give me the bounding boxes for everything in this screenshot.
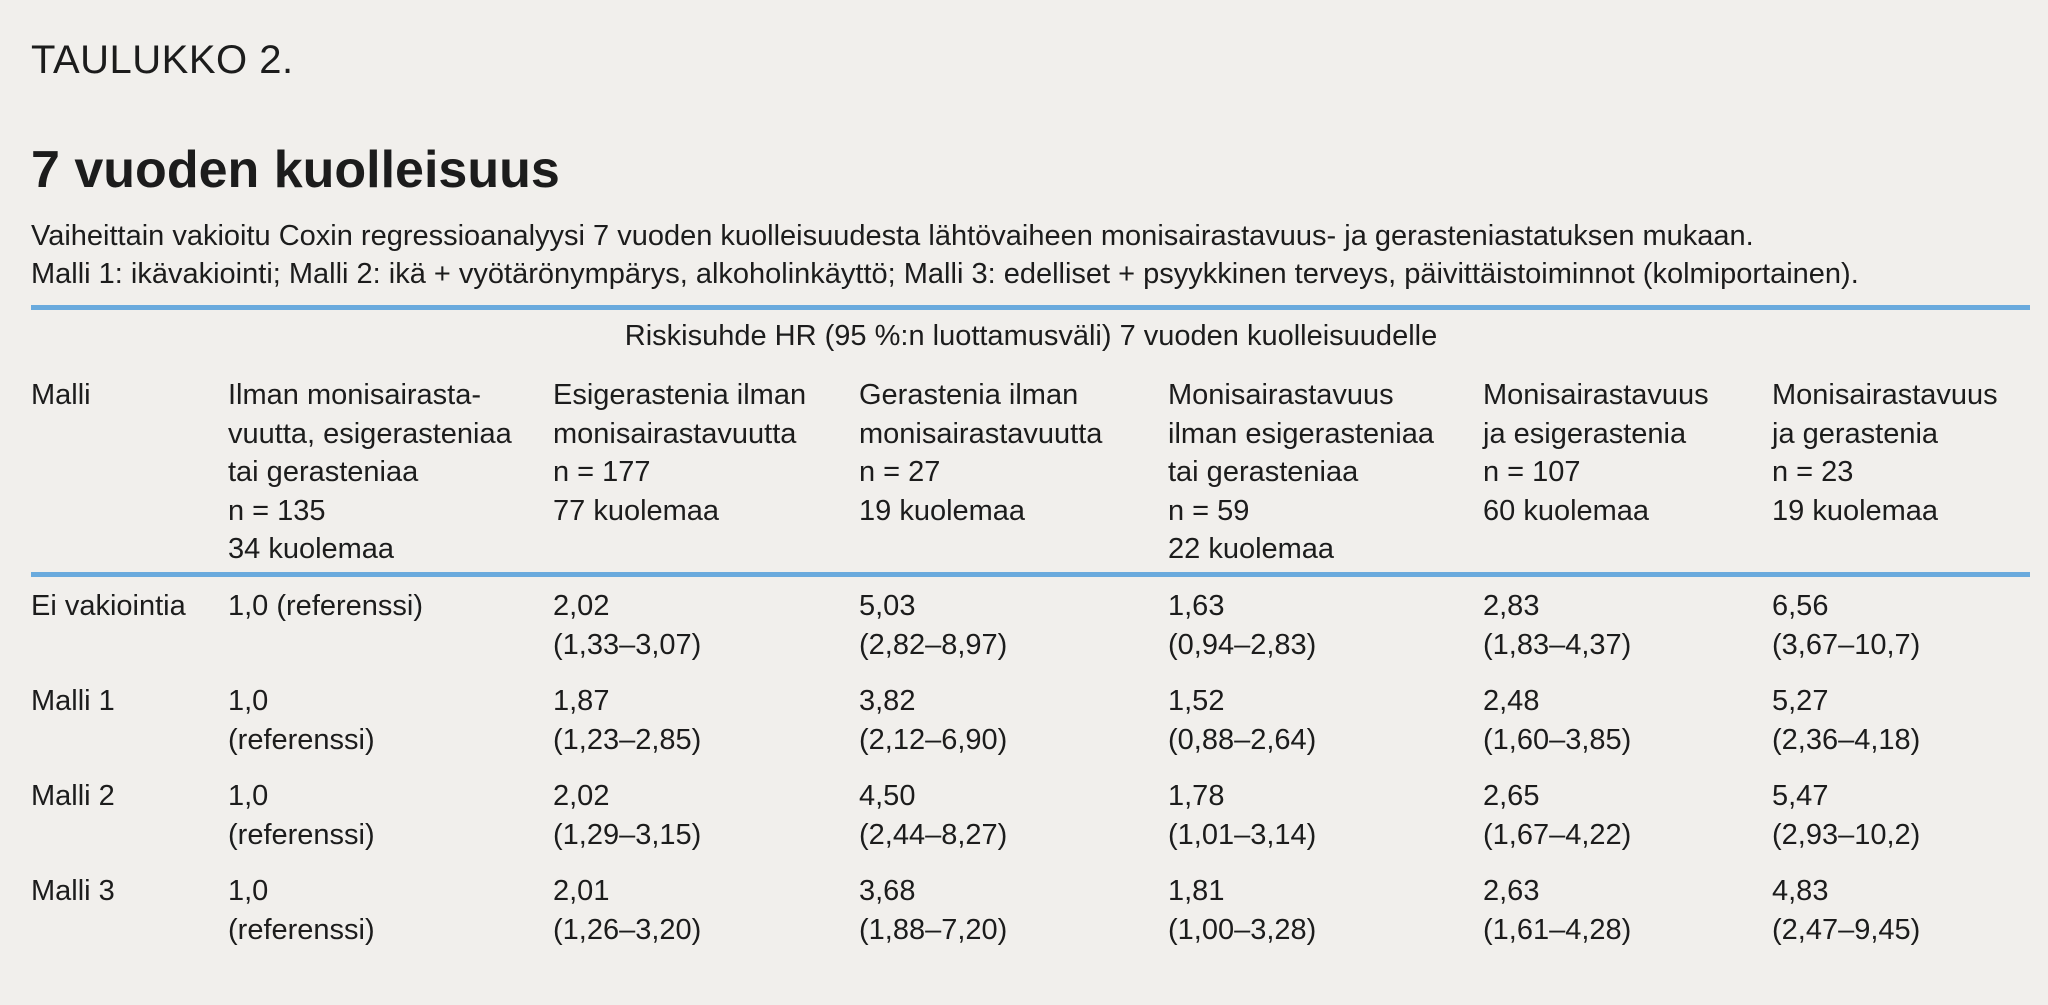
table-cell: 2,48 (1,60–3,85) — [1483, 685, 1632, 756]
table-cell: 1,0 (referenssi) — [228, 875, 375, 946]
header-rule — [31, 572, 2030, 577]
table-description-line-2: Malli 1: ikävakiointi; Malli 2: ikä + vy… — [31, 258, 1859, 290]
column-header-line: ja gerastenia — [1772, 417, 1939, 450]
top-rule — [31, 305, 2030, 310]
column-header-line: 19 kuolemaa — [1772, 494, 1939, 527]
table-title: 7 vuoden kuolleisuus — [31, 141, 560, 199]
row-model-label: Malli 2 — [31, 780, 115, 812]
table-cell: 2,01 (1,26–3,20) — [553, 875, 702, 946]
column-header-multimorbidity-prefrailty: Monisairastavuus ja esigerastenia n = 10… — [1483, 376, 1709, 530]
row-model-label: Ei vakiointia — [31, 590, 186, 622]
table-cell: 1,63 (0,94–2,83) — [1168, 590, 1317, 661]
column-header-line: Ilman monisairasta- — [228, 379, 482, 411]
table-cell: 5,03 (2,82–8,97) — [859, 590, 1008, 661]
column-header-model: Malli — [31, 376, 91, 415]
column-header-line: monisairastavuutta — [859, 417, 1103, 450]
table-cell: 2,02 (1,33–3,07) — [553, 590, 702, 661]
table-cell: 2,02 (1,29–3,15) — [553, 780, 702, 851]
column-header-line: Monisairastavuus — [1483, 379, 1709, 411]
column-header-multimorbidity-frailty: Monisairastavuus ja gerastenia n = 23 19… — [1772, 376, 1998, 530]
table-cell: 1,52 (0,88–2,64) — [1168, 685, 1317, 756]
column-header-line: monisairastavuutta — [553, 417, 797, 450]
column-header-multimorbidity: Monisairastavuus ilman esigerasteniaa ta… — [1168, 376, 1434, 569]
column-group-header: Riskisuhde HR (95 %:n luottamusväli) 7 v… — [624, 320, 1438, 352]
table-cell: 3,68 (1,88–7,20) — [859, 875, 1008, 946]
column-header-line: n = 107 — [1483, 456, 1581, 488]
column-header-frailty: Gerastenia ilman monisairastavuutta n = … — [859, 376, 1102, 530]
table-cell: 1,0 (referenssi) — [228, 685, 375, 756]
column-header-line: 34 kuolemaa — [228, 533, 395, 565]
table-cell: 2,65 (1,67–4,22) — [1483, 780, 1632, 851]
row-model-label: Malli 1 — [31, 685, 115, 717]
column-header-reference-group: Ilman monisairasta- vuutta, esigerasteni… — [228, 376, 512, 569]
table-cell: 1,81 (1,00–3,28) — [1168, 875, 1317, 946]
table-cell: 1,87 (1,23–2,85) — [553, 685, 702, 756]
table-cell: 6,56 (3,67–10,7) — [1772, 590, 1921, 661]
column-header-line: tai gerasteniaa — [228, 456, 419, 488]
column-header-line: 19 kuolemaa — [859, 494, 1026, 527]
column-header-line: Gerastenia ilman — [859, 379, 1079, 411]
table-cell: 3,82 (2,12–6,90) — [859, 685, 1008, 756]
column-header-line: n = 59 — [1168, 494, 1250, 527]
table-cell: 5,47 (2,93–10,2) — [1772, 780, 1921, 851]
column-header-line: Monisairastavuus — [1772, 379, 1998, 411]
column-header-line: ja esigerastenia — [1483, 417, 1687, 450]
column-header-line: 60 kuolemaa — [1483, 494, 1650, 527]
column-header-line: n = 135 — [228, 494, 326, 527]
table-description-line-1: Vaiheittain vakioitu Coxin regressioanal… — [31, 220, 1754, 252]
column-header-line: tai gerasteniaa — [1168, 456, 1359, 488]
table-cell: 1,78 (1,01–3,14) — [1168, 780, 1317, 851]
table-cell: 5,27 (2,36–4,18) — [1772, 685, 1921, 756]
column-header-line: n = 23 — [1772, 456, 1854, 488]
column-header-line: ilman esigerasteniaa — [1168, 417, 1434, 450]
column-header-prefrailty: Esigerastenia ilman monisairastavuutta n… — [553, 376, 806, 530]
column-header-line: n = 177 — [553, 456, 651, 488]
row-model-label: Malli 3 — [31, 875, 115, 907]
table-cell: 1,0 (referenssi) — [228, 590, 424, 622]
column-header-line: Malli — [31, 379, 91, 411]
column-header-line: 77 kuolemaa — [553, 494, 720, 527]
table-cell: 4,83 (2,47–9,45) — [1772, 875, 1921, 946]
table-cell: 2,63 (1,61–4,28) — [1483, 875, 1632, 946]
column-header-line: 22 kuolemaa — [1168, 533, 1335, 565]
column-header-line: Esigerastenia ilman — [553, 379, 807, 411]
table-cell: 4,50 (2,44–8,27) — [859, 780, 1008, 851]
table-cell: 1,0 (referenssi) — [228, 780, 375, 851]
column-header-line: vuutta, esigerasteniaa — [228, 417, 512, 450]
table-cell: 2,83 (1,83–4,37) — [1483, 590, 1632, 661]
column-header-line: Monisairastavuus — [1168, 379, 1394, 411]
table-label: TAULUKKO 2. — [31, 38, 294, 82]
column-header-line: n = 27 — [859, 456, 941, 488]
